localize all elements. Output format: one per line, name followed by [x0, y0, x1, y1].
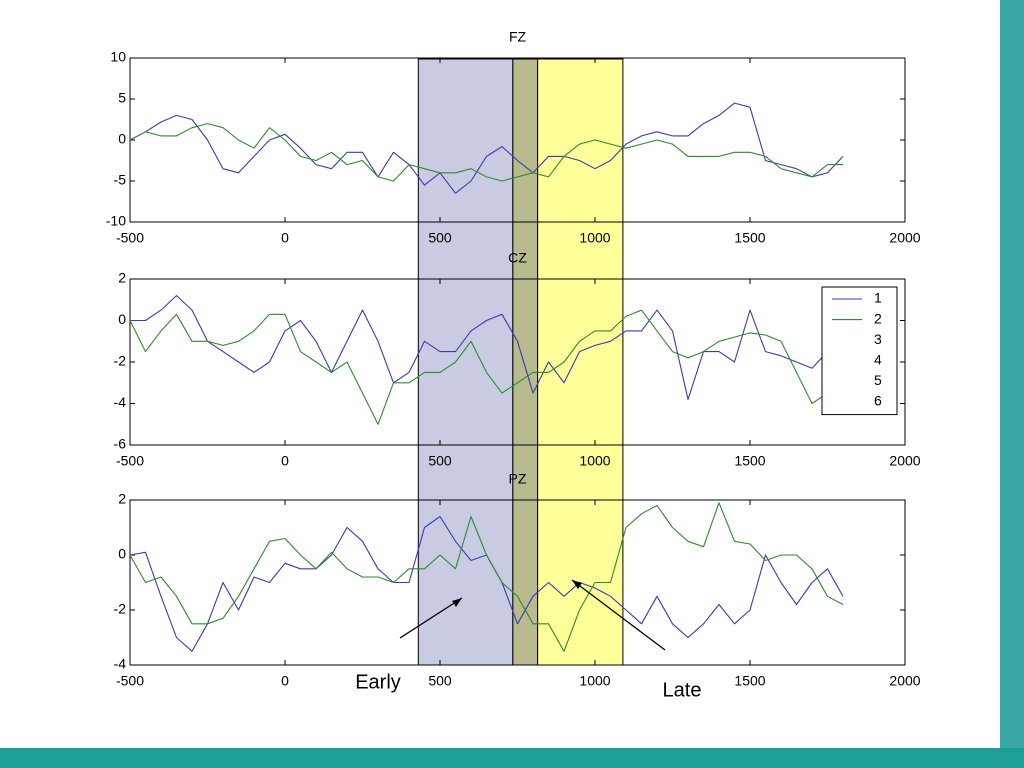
y-tick-label: -2 — [114, 601, 127, 617]
windows — [417, 58, 624, 666]
time-window — [417, 58, 514, 666]
x-tick-label: 0 — [281, 453, 289, 469]
y-tick-label: -4 — [114, 656, 127, 672]
y-tick-label: 10 — [110, 49, 126, 65]
y-tick-label: 0 — [118, 546, 126, 562]
x-tick-label: 500 — [428, 453, 452, 469]
legend-label: 5 — [874, 372, 882, 388]
y-tick-label: -6 — [114, 436, 127, 452]
y-tick-label: -5 — [114, 172, 127, 188]
arrow-head — [452, 598, 462, 607]
legend-box — [821, 286, 898, 416]
x-tick-label: 1000 — [579, 673, 610, 689]
y-tick-label: 5 — [118, 90, 126, 106]
y-tick-label: 2 — [118, 491, 126, 507]
x-tick-label: 0 — [281, 673, 289, 689]
annotation: Late — [663, 679, 702, 701]
legend-label: 4 — [874, 352, 882, 368]
series-line — [129, 309, 844, 425]
legend-label: 2 — [874, 310, 882, 326]
x-tick-label: 500 — [428, 230, 452, 246]
time-window — [512, 58, 539, 666]
legend-label: 6 — [874, 393, 882, 409]
x-tick-label: 1500 — [734, 673, 765, 689]
y-tick-label: -4 — [114, 394, 127, 410]
arrow — [399, 597, 463, 639]
arrow-head — [572, 580, 582, 589]
chart-title: CZ — [508, 250, 527, 266]
side-strip — [1000, 0, 1024, 768]
x-tick-label: 500 — [428, 673, 452, 689]
x-tick-label: 1000 — [579, 230, 610, 246]
chart-title: FZ — [509, 29, 527, 45]
series-line — [129, 123, 843, 182]
y-tick-label: 0 — [118, 311, 126, 327]
legend-label: 1 — [874, 290, 882, 306]
plot-frame — [129, 499, 906, 666]
legend-label: 3 — [874, 331, 882, 347]
y-tick-label: 2 — [118, 270, 126, 286]
bottom-strip — [0, 748, 1024, 768]
x-tick-label: -500 — [116, 230, 144, 246]
chart-title: PZ — [509, 471, 527, 487]
x-tick-label: -500 — [116, 673, 144, 689]
annotation: Early — [355, 671, 401, 693]
y-tick-label: -10 — [106, 213, 126, 229]
x-tick-label: 2000 — [889, 453, 920, 469]
x-tick-label: 1000 — [579, 453, 610, 469]
x-tick-label: 2000 — [889, 673, 920, 689]
time-window — [537, 58, 624, 666]
x-tick-label: 1500 — [734, 453, 765, 469]
series-line — [129, 102, 844, 194]
y-tick-label: 0 — [118, 131, 126, 147]
x-tick-label: 2000 — [889, 230, 920, 246]
series-line — [130, 295, 844, 400]
x-tick-label: 0 — [281, 230, 289, 246]
series-line — [129, 502, 844, 652]
arrow — [571, 579, 666, 651]
x-tick-label: 1500 — [734, 230, 765, 246]
y-tick-label: -2 — [114, 353, 127, 369]
x-tick-label: -500 — [116, 453, 144, 469]
